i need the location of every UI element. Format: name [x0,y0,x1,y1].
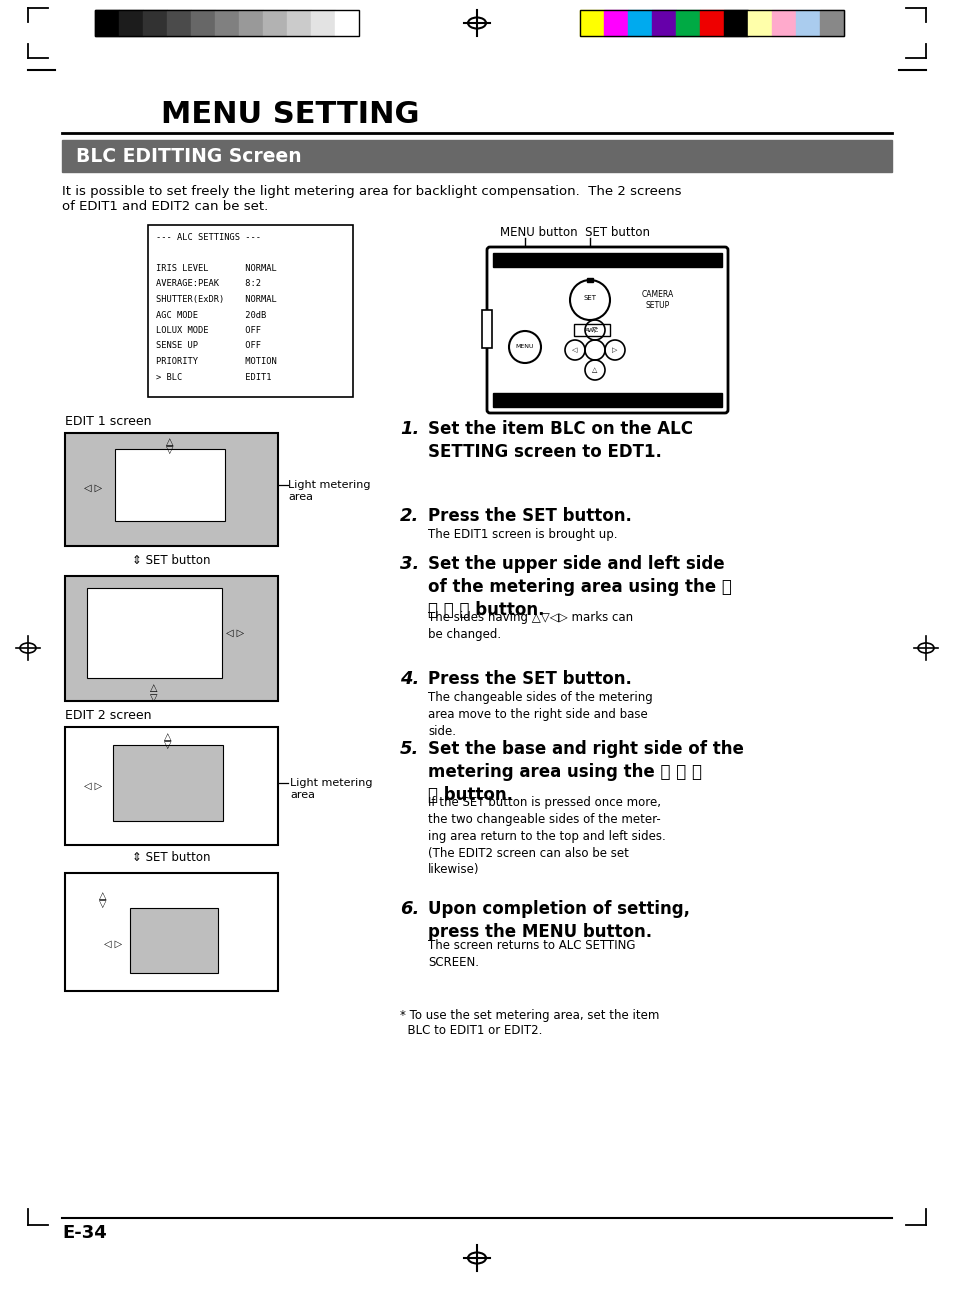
Text: Set the base and right side of the
metering area using the Ⓐ Ⓑ Ⓒ
Ⓓ button.: Set the base and right side of the meter… [428,739,743,804]
Bar [263,10,287,36]
Text: The screen returns to ALC SETTING
SCREEN.: The screen returns to ALC SETTING SCREEN… [428,939,635,969]
Text: Upon completion of setting,
press the MENU button.: Upon completion of setting, press the ME… [428,900,689,941]
Text: ▽: ▽ [166,445,173,455]
Text: Light metering
area: Light metering area [288,480,370,501]
Text: AWC: AWC [584,328,598,333]
Text: SHUTTER(ExDR)    NORMAL: SHUTTER(ExDR) NORMAL [156,295,276,304]
Bar [795,10,820,36]
Text: 5.: 5. [399,739,419,758]
Text: Press the SET button.: Press the SET button. [428,508,631,524]
Bar [676,10,700,36]
Bar [627,10,651,36]
Bar [586,278,593,282]
Bar [65,726,277,846]
Bar [95,10,119,36]
Bar [143,10,167,36]
Bar [287,10,311,36]
Text: ◁ ▷: ◁ ▷ [84,483,102,493]
Text: ▽: ▽ [164,739,172,750]
Bar [700,10,723,36]
Text: The sides having △▽◁▷ marks can
be changed.: The sides having △▽◁▷ marks can be chang… [428,611,633,641]
Text: CAMERA
SETUP: CAMERA SETUP [641,290,674,310]
Bar [651,10,676,36]
Text: 6.: 6. [399,900,419,918]
Text: PRIORITY         MOTION: PRIORITY MOTION [156,357,276,366]
Bar [148,225,353,398]
Text: ◁ ▷: ◁ ▷ [226,628,244,638]
Text: It is possible to set freely the light metering area for backlight compensation.: It is possible to set freely the light m… [62,185,680,212]
Text: * To use the set metering area, set the item
  BLC to EDIT1 or EDIT2.: * To use the set metering area, set the … [399,1009,659,1037]
Text: MENU: MENU [516,344,534,350]
Text: If the SET button is pressed once more,
the two changeable sides of the meter-
i: If the SET button is pressed once more, … [428,796,665,877]
Text: 4.: 4. [399,670,419,688]
Bar [579,10,603,36]
Bar [119,10,143,36]
Bar [191,10,214,36]
Bar [95,10,358,36]
Bar [723,10,747,36]
Bar [747,10,771,36]
Text: The EDIT1 screen is brought up.: The EDIT1 screen is brought up. [428,528,617,541]
Text: Press the SET button.: Press the SET button. [428,670,631,688]
Text: △: △ [150,682,157,693]
Text: 3.: 3. [399,556,419,572]
Bar [481,310,492,348]
Bar [574,324,609,335]
Bar [214,10,239,36]
Bar [115,449,225,521]
Bar [87,588,222,679]
Bar [239,10,263,36]
Bar [65,576,277,701]
Text: Set the upper side and left side
of the metering area using the Ⓐ
Ⓑ Ⓒ Ⓓ button.: Set the upper side and left side of the … [428,556,731,619]
Text: The changeable sides of the metering
area move to the right side and base
side.: The changeable sides of the metering are… [428,692,652,738]
Text: EDIT 2 screen: EDIT 2 screen [65,708,152,723]
Bar [603,10,627,36]
Text: Light metering
area: Light metering area [290,778,372,799]
Text: 2.: 2. [399,508,419,524]
Text: > BLC            EDIT1: > BLC EDIT1 [156,373,272,382]
Text: MENU button  SET button: MENU button SET button [499,227,649,240]
Text: ◁: ◁ [572,347,578,354]
Text: SENSE UP         OFF: SENSE UP OFF [156,342,261,351]
Text: --- ALC SETTINGS ---: --- ALC SETTINGS --- [156,233,261,242]
Text: BLC EDITTING Screen: BLC EDITTING Screen [76,146,301,166]
Text: SET: SET [583,295,596,300]
Text: △: △ [99,891,107,901]
Bar [112,745,223,821]
Text: MENU SETTING: MENU SETTING [161,100,418,130]
Bar [579,10,843,36]
Text: EDIT 1 screen: EDIT 1 screen [65,414,152,429]
Bar [771,10,795,36]
Text: ▽: ▽ [150,693,157,703]
Bar [65,433,277,546]
Text: ▽: ▽ [99,899,107,909]
Bar [167,10,191,36]
Bar [62,140,891,172]
Text: △: △ [592,366,598,373]
Bar [130,908,218,973]
Text: IRIS LEVEL       NORMAL: IRIS LEVEL NORMAL [156,264,276,273]
Text: ◁ ▷: ◁ ▷ [104,939,122,949]
Text: AVERAGE:PEAK     8:2: AVERAGE:PEAK 8:2 [156,280,261,289]
Text: △: △ [166,436,173,447]
Text: 1.: 1. [399,420,419,438]
FancyBboxPatch shape [486,247,727,413]
Bar [820,10,843,36]
Bar [311,10,335,36]
Text: △: △ [164,732,172,742]
Bar [65,873,277,991]
Text: ◁ ▷: ◁ ▷ [84,781,102,791]
Text: LOLUX MODE       OFF: LOLUX MODE OFF [156,326,261,335]
Text: AGC MODE         20dB: AGC MODE 20dB [156,311,266,320]
Bar [493,392,721,407]
Text: E-34: E-34 [62,1224,107,1242]
Bar [335,10,358,36]
Text: ⇕ SET button: ⇕ SET button [132,851,210,864]
Text: ▷: ▷ [612,347,617,354]
Text: ▽: ▽ [592,328,598,333]
Text: ⇕ SET button: ⇕ SET button [132,554,210,567]
Text: Set the item BLC on the ALC
SETTING screen to EDT1.: Set the item BLC on the ALC SETTING scre… [428,420,692,461]
Bar [493,253,721,267]
